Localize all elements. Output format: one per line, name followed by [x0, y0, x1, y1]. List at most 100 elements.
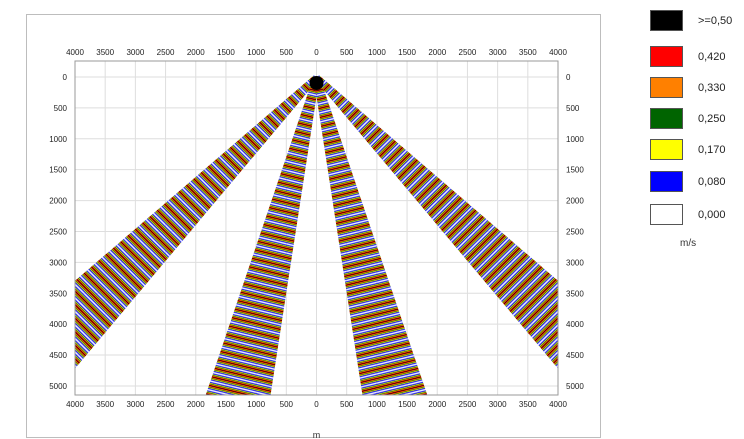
x-tick-label-top: 0	[314, 48, 319, 57]
beam-segment	[321, 127, 340, 140]
beam-segment	[328, 169, 354, 184]
legend-label: 0,000	[698, 209, 726, 221]
y-tick-label-right: 4000	[566, 320, 584, 329]
beam-segment	[273, 186, 302, 202]
legend-item: 0,000	[650, 204, 744, 226]
y-tick-label-left: 2000	[49, 197, 67, 206]
beam-segment	[296, 118, 313, 131]
beam-segment	[293, 127, 312, 140]
beam-segment	[382, 144, 407, 168]
beam-segment	[426, 188, 458, 220]
beam-segment	[339, 100, 356, 117]
beam-segment	[259, 228, 295, 246]
x-tick-label-top: 3000	[126, 48, 144, 57]
beam-segment	[153, 206, 189, 242]
beam-segment	[75, 288, 108, 338]
x-tick-label-top: 1000	[247, 48, 265, 57]
beam-segment	[138, 219, 176, 257]
legend-swatch	[650, 46, 683, 67]
beam-segment	[204, 162, 232, 190]
beam-segment	[500, 263, 546, 308]
beam-segment	[199, 406, 267, 431]
x-tick-label-top: 2500	[157, 48, 175, 57]
x-tick-label-bottom: 2000	[187, 400, 205, 409]
beam-segment	[358, 355, 417, 379]
x-tick-label-top: 3500	[96, 48, 114, 57]
x-tick-label-bottom: 1500	[217, 400, 235, 409]
legend-item: 0,330	[650, 77, 744, 99]
beam-segment	[253, 245, 293, 264]
beam-segment	[80, 269, 127, 316]
y-tick-label-left: 3000	[49, 258, 67, 267]
beam-segment	[244, 271, 289, 290]
x-tick-label-bottom: 2500	[157, 400, 175, 409]
beam-segment	[226, 144, 251, 168]
beam-segment	[248, 125, 269, 146]
beam-segment	[513, 276, 558, 323]
beam-segment	[210, 372, 272, 395]
x-tick-label-bottom: 500	[340, 400, 354, 409]
x-tick-label-bottom: 2000	[428, 400, 446, 409]
beam-segment	[494, 257, 539, 301]
beam-segment	[482, 244, 524, 286]
y-tick-label-left: 500	[54, 104, 68, 113]
beam-segment	[444, 206, 480, 242]
beam-segment	[319, 110, 334, 122]
beam-segment	[282, 160, 306, 175]
legend-label: 0,330	[698, 82, 726, 94]
x-tick-label-top: 2500	[459, 48, 477, 57]
beam-segment	[124, 232, 164, 271]
beam-segment	[537, 301, 558, 353]
beam-segment	[348, 296, 397, 317]
beam-segment	[227, 321, 280, 343]
x-tick-label-bottom: 4000	[66, 400, 84, 409]
beam-segment	[324, 144, 346, 158]
y-tick-label-right: 1000	[566, 135, 584, 144]
beam-segment	[332, 194, 363, 211]
x-tick-label-top: 3500	[519, 48, 537, 57]
beam-segment	[304, 93, 317, 105]
beam-segment	[75, 276, 120, 323]
beam-segment	[224, 330, 279, 352]
beam-segment	[168, 194, 201, 227]
beam-segment	[357, 347, 414, 370]
beam-segment	[366, 406, 434, 431]
beam-segment	[279, 169, 305, 184]
beam-segment	[255, 118, 276, 139]
y-tick-label-left: 4000	[49, 320, 67, 329]
beam-segment	[438, 200, 473, 235]
beam-segment	[250, 254, 291, 273]
y-tick-label-left: 4500	[49, 351, 67, 360]
plot-frame	[74, 60, 559, 396]
beam-segment	[463, 225, 502, 264]
legend-swatch	[650, 77, 683, 98]
legend-swatch	[650, 10, 683, 31]
beam-segment	[317, 101, 331, 114]
beam-segment	[347, 287, 394, 308]
beam-segment	[320, 81, 334, 94]
beam-segment	[338, 228, 374, 246]
beam-segment	[256, 237, 294, 255]
beam-outer-right	[314, 74, 558, 375]
beam-segment	[345, 106, 363, 124]
x-tick-label-bottom: 1500	[398, 400, 416, 409]
beam-segment	[469, 232, 509, 271]
beam-segment	[247, 262, 290, 281]
beam-segment	[221, 338, 278, 361]
beam-segment	[299, 81, 313, 94]
beam-segment	[388, 150, 414, 176]
legend-swatch	[650, 171, 683, 192]
beam-segment	[75, 307, 89, 360]
beam-segment	[340, 245, 380, 264]
legend-item: 0,420	[650, 46, 744, 68]
beam-segment	[267, 203, 300, 220]
beam-segment	[75, 295, 102, 345]
x-tick-label-bottom: 2500	[459, 400, 477, 409]
beam-segment	[233, 304, 283, 326]
y-tick-label-left: 1500	[49, 166, 67, 175]
beam-segment	[355, 338, 412, 361]
beam-segment	[285, 93, 300, 109]
beam-segment	[160, 200, 195, 235]
legend-item: 0,170	[650, 139, 744, 161]
x-tick-label-top: 2000	[187, 48, 205, 57]
